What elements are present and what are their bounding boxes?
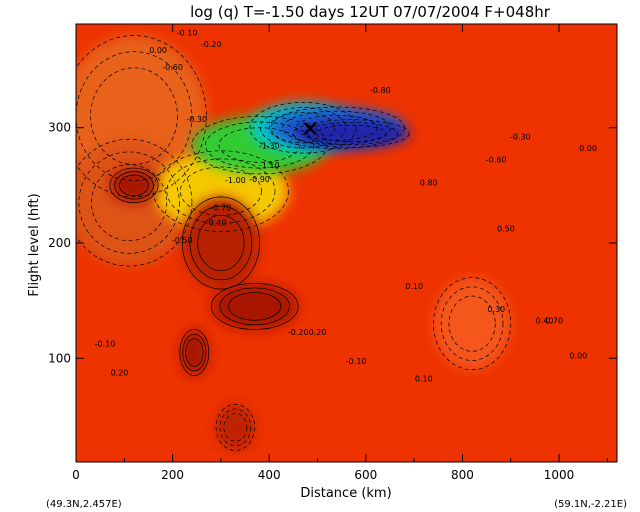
contour-label: -0.10 [177, 29, 198, 38]
contour-line [205, 121, 315, 169]
x-tick-label: 600 [354, 468, 377, 482]
contour-label: 0.10 [405, 282, 423, 291]
contour-line [218, 127, 301, 163]
contour-line [91, 164, 168, 242]
contour-line [215, 404, 256, 451]
contour-label: 0.20 [309, 328, 327, 337]
y-axis: 100 200 300 [48, 121, 617, 365]
left-endpoint-label: (49.3N,2.457E) [46, 499, 122, 510]
contour-line [260, 107, 346, 149]
contour-line [109, 167, 159, 204]
contour-label: 0.00 [579, 144, 597, 153]
contour-line [76, 35, 207, 198]
contour-label: -0.90 [249, 175, 270, 184]
contour-label: 0.00 [149, 46, 167, 55]
contour-line [166, 158, 276, 224]
x-axis: 0 200 400 600 800 1000 [72, 24, 608, 482]
x-tick-label: 200 [161, 468, 184, 482]
contour-label: -0.10 [95, 340, 116, 349]
contour-label: 0.00 [569, 351, 587, 360]
contour-fill-layer [76, 35, 511, 451]
contour-line [316, 124, 387, 143]
region-dark-red-blob-5 [216, 404, 255, 451]
contour-label: -1.30 [259, 141, 280, 150]
y-tick-label: 100 [48, 351, 71, 365]
contour-line [270, 112, 336, 144]
contour-label: -0.60 [486, 155, 507, 164]
x-axis-label: Distance (km) [300, 486, 391, 501]
contour-line [182, 333, 207, 372]
contour-label: -1.00 [225, 176, 246, 185]
right-endpoint-label: (59.1N,-2.21E) [554, 499, 627, 510]
contour-label: -0.20 [201, 40, 222, 49]
region-dark-blue-core [293, 119, 410, 148]
contour-label: -0.30 [510, 132, 531, 141]
contour-line [219, 408, 252, 447]
contour-line [76, 51, 193, 182]
x-tick-label: 400 [258, 468, 281, 482]
contour-line [152, 150, 289, 232]
marker-layer: × [301, 117, 319, 142]
contour-line [223, 413, 248, 442]
contour-line [433, 277, 512, 371]
contour-line [189, 205, 253, 281]
contour-line [210, 282, 299, 330]
y-axis-label: Flight level (hft) [27, 193, 42, 296]
chart-title: log (q) T=-1.50 days 12UT 07/07/2004 F+0… [190, 3, 551, 21]
region-dark-red-blob-4 [109, 168, 159, 203]
x-tick-label: 1000 [544, 468, 575, 482]
contour-line [304, 122, 399, 145]
contour-line [191, 115, 328, 175]
contour-line [78, 151, 180, 254]
region-dark-red-blob-2 [211, 283, 299, 330]
contour-line [185, 338, 204, 367]
contour-line [440, 286, 504, 361]
contour-label: 0.70 [545, 317, 563, 326]
x-tick-label: 800 [451, 468, 474, 482]
contour-label: 0.20 [111, 369, 129, 378]
contour-label: -0.40 [206, 219, 227, 228]
contour-label: 0.80 [420, 178, 438, 187]
contour-label: -0.50 [172, 236, 193, 245]
contour-label: -0.20 [288, 328, 309, 337]
contour-label: 0.50 [497, 224, 515, 233]
contour-line [119, 174, 149, 197]
contour-line [293, 119, 410, 148]
contour-line [114, 171, 154, 200]
contour-label: 0.40 [536, 317, 554, 326]
contour-line [76, 138, 193, 267]
contour-label: 0.10 [415, 374, 433, 383]
region-dark-red-blob-3 [179, 329, 209, 376]
contour-label: -0.80 [370, 86, 391, 95]
contour-line [181, 196, 260, 290]
y-tick-label: 200 [48, 236, 71, 250]
y-tick-label: 300 [48, 121, 71, 135]
contour-line [179, 329, 210, 376]
contour-line [228, 292, 282, 321]
x-tick-label: 0 [72, 468, 80, 482]
contour-label: -0.10 [346, 357, 367, 366]
location-marker: × [301, 117, 319, 142]
contour-line [219, 287, 290, 326]
contour-label: -0.30 [186, 115, 207, 124]
contour-label: -0.60 [162, 63, 183, 72]
contour-label: 0.30 [487, 305, 505, 314]
contour-label-layer: -1.30 -1.10 -1.00 -0.90 -0.80 -0.70 -0.60 -0.60… [95, 29, 597, 384]
contour-line [295, 114, 378, 141]
contour-label: -1.10 [259, 161, 280, 170]
contour-line-layer [76, 35, 512, 451]
region-light-orange-patches [433, 277, 511, 370]
contour-line [197, 214, 245, 272]
region-dark-red-blob-1 [182, 196, 260, 290]
contour-line [448, 295, 496, 352]
contour-line [249, 102, 357, 154]
contour-label: -0.70 [211, 204, 232, 213]
